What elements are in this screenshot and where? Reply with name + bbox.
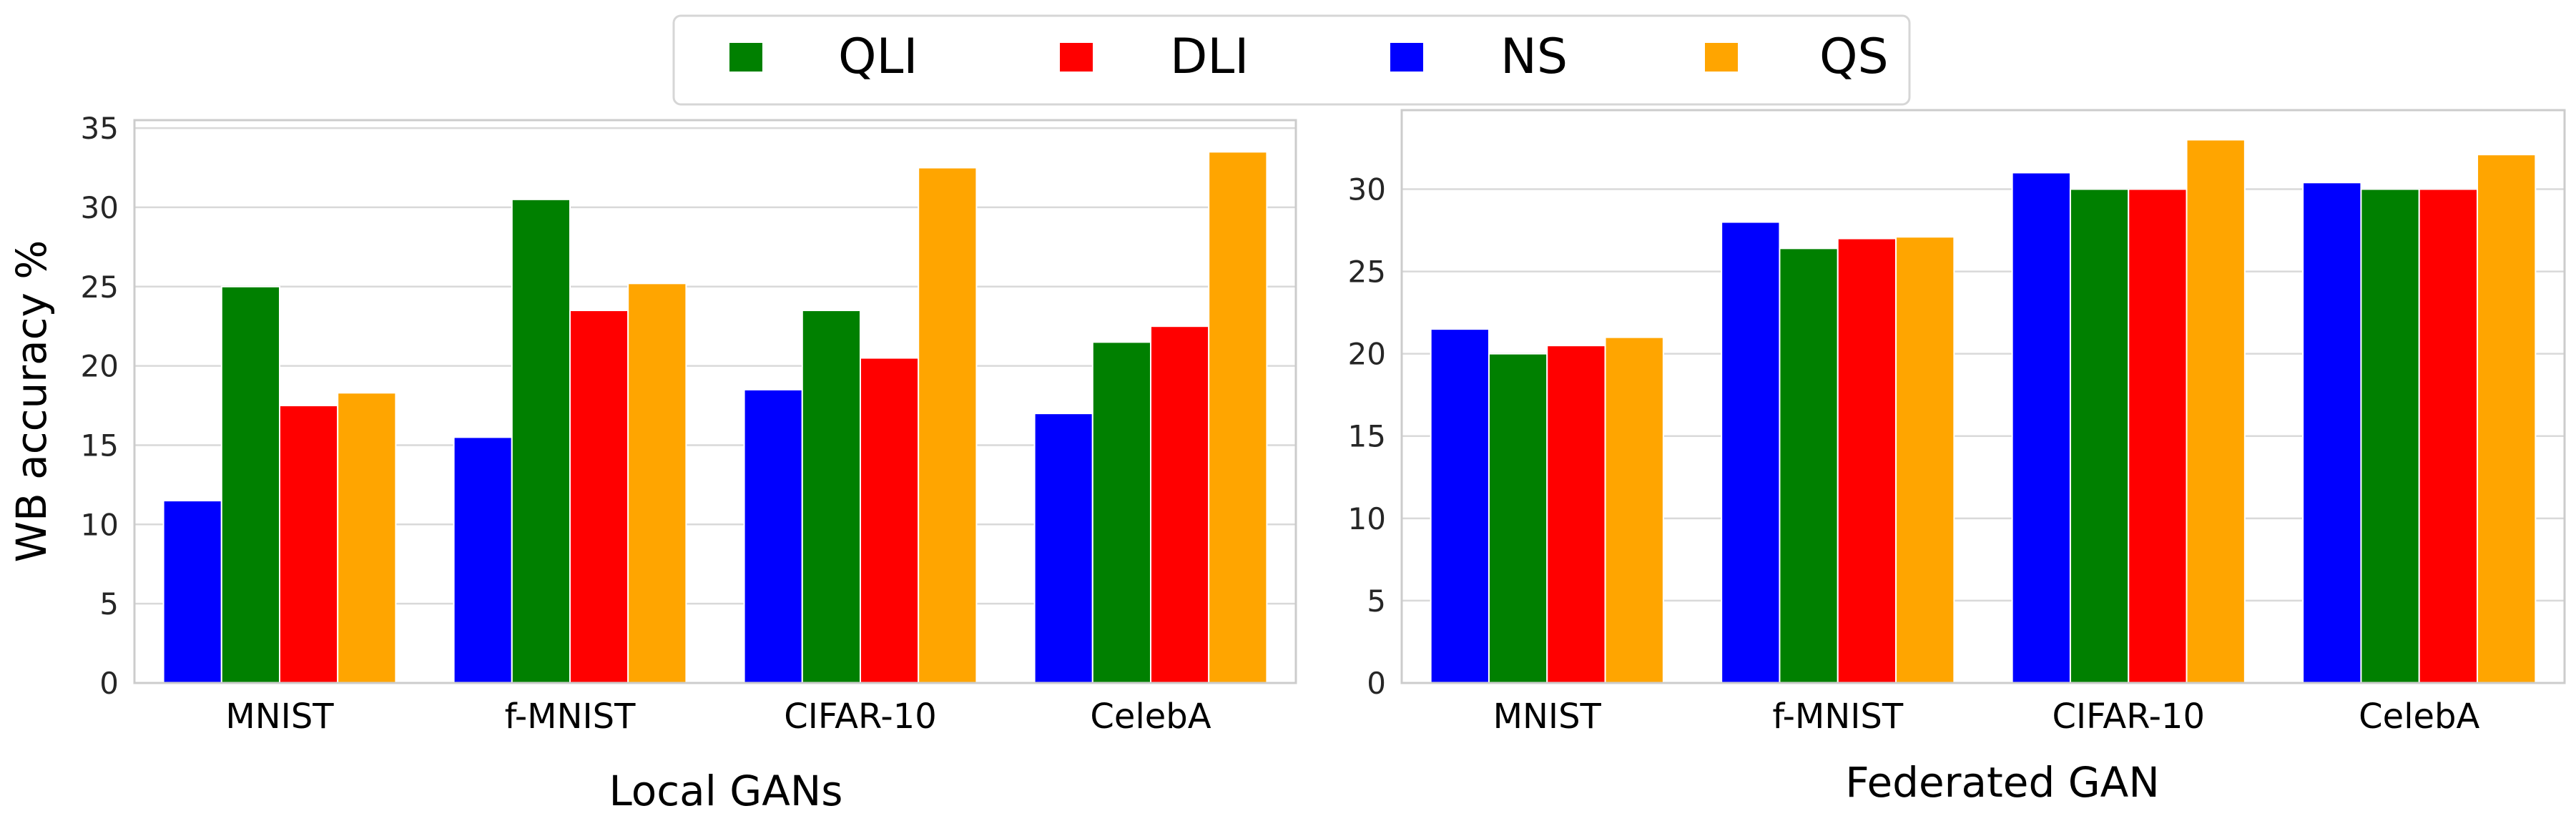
y-axis-label: WB accuracy % xyxy=(7,240,56,563)
y-tick-label: 25 xyxy=(81,270,119,305)
y-tick-label: 20 xyxy=(1348,337,1386,372)
bar-dli-cifar-10 xyxy=(2128,188,2188,684)
bar-ns-celeba xyxy=(1033,413,1093,684)
bar-ns-f-mnist xyxy=(453,436,513,684)
x-axis-label: Local GANs xyxy=(609,767,843,815)
y-tick-label: 25 xyxy=(1348,255,1386,290)
x-tick-labels: MNIST f-MNIST CIFAR-10 CelebA xyxy=(1493,697,2480,737)
bar-dli-f-mnist xyxy=(569,310,629,684)
x-tick-label: CIFAR-10 xyxy=(2052,697,2205,737)
y-tick-labels: 0 5 10 15 20 25 30 35 xyxy=(81,111,119,701)
y-tick-label: 15 xyxy=(81,428,119,463)
legend-label-qs: QS xyxy=(1819,29,1889,85)
bar-dli-cifar-10 xyxy=(860,357,920,684)
x-tick-label: CelebA xyxy=(1090,697,1211,737)
bar-ns-mnist xyxy=(1430,328,1490,684)
bar-qs-cifar-10 xyxy=(2186,139,2246,684)
bar-qli-cifar-10 xyxy=(2069,188,2130,684)
y-tick-label: 0 xyxy=(1367,666,1386,701)
bar-qs-mnist xyxy=(1604,336,1664,684)
bar-qli-mnist xyxy=(220,285,280,684)
y-tick-labels: 0 5 10 15 20 25 30 xyxy=(1348,172,1386,701)
bar-ns-cifar-10 xyxy=(2011,172,2071,684)
legend-swatch-ns xyxy=(1390,43,1423,72)
legend-swatch-dli xyxy=(1060,43,1093,72)
y-tick-label: 35 xyxy=(81,111,119,146)
x-tick-label: CIFAR-10 xyxy=(784,697,937,737)
legend-label-qli: QLI xyxy=(838,29,918,85)
y-tick-label: 0 xyxy=(99,666,119,701)
bar-qs-celeba xyxy=(2477,154,2537,684)
y-tick-label: 30 xyxy=(1348,172,1386,207)
y-tick-label: 5 xyxy=(1367,584,1386,619)
bar-dli-mnist xyxy=(279,405,339,684)
x-tick-labels: MNIST f-MNIST CIFAR-10 CelebA xyxy=(225,697,1211,737)
bar-ns-cifar-10 xyxy=(743,388,803,684)
legend-frame xyxy=(672,14,1911,106)
y-tick-label: 10 xyxy=(81,507,119,542)
y-tick-label: 30 xyxy=(81,190,119,225)
bar-qs-f-mnist xyxy=(627,282,687,684)
x-tick-label: f-MNIST xyxy=(505,697,636,737)
bar-ns-celeba xyxy=(2302,182,2362,684)
x-axis-label: Federated GAN xyxy=(1845,758,2159,807)
bar-qs-celeba xyxy=(1208,151,1268,684)
bar-qli-celeba xyxy=(1091,341,1152,684)
bar-qli-cifar-10 xyxy=(801,310,862,684)
bar-qli-f-mnist xyxy=(511,198,571,684)
x-tick-label: f-MNIST xyxy=(1772,697,1904,737)
bar-qli-mnist xyxy=(1488,353,1548,684)
bar-qs-mnist xyxy=(337,392,397,684)
chart-local-gans: 0 5 10 15 20 25 30 35 MNIST f-MNIST CIFAR-10 Celeb… xyxy=(7,111,1297,815)
plot-frame xyxy=(1400,109,2566,684)
x-tick-label: MNIST xyxy=(225,697,334,737)
legend-label-ns: NS xyxy=(1500,29,1568,85)
bars xyxy=(162,151,1268,684)
legend: QLI DLI NS QS xyxy=(672,14,1911,106)
y-tick-label: 5 xyxy=(99,586,119,621)
y-tick-label: 20 xyxy=(81,349,119,384)
bar-dli-celeba xyxy=(1150,325,1210,684)
bar-dli-f-mnist xyxy=(1837,237,1897,684)
x-tick-label: MNIST xyxy=(1493,697,1602,737)
bar-ns-f-mnist xyxy=(1721,221,1781,684)
bar-dli-celeba xyxy=(2418,188,2479,684)
y-tick-label: 10 xyxy=(1348,501,1386,536)
bar-ns-mnist xyxy=(162,500,222,684)
legend-swatch-qs xyxy=(1705,43,1738,72)
legend-label-dli: DLI xyxy=(1170,29,1249,85)
y-tick-label: 15 xyxy=(1348,419,1386,454)
bar-qli-f-mnist xyxy=(1779,247,1839,684)
plot-frame xyxy=(133,119,1297,684)
legend-swatch-qli xyxy=(729,43,762,72)
bar-dli-mnist xyxy=(1546,345,1606,684)
bars xyxy=(1430,139,2537,684)
bar-qs-f-mnist xyxy=(1895,236,1955,684)
bar-qli-celeba xyxy=(2360,188,2420,684)
bar-qs-cifar-10 xyxy=(918,167,978,684)
x-tick-label: CelebA xyxy=(2359,697,2479,737)
